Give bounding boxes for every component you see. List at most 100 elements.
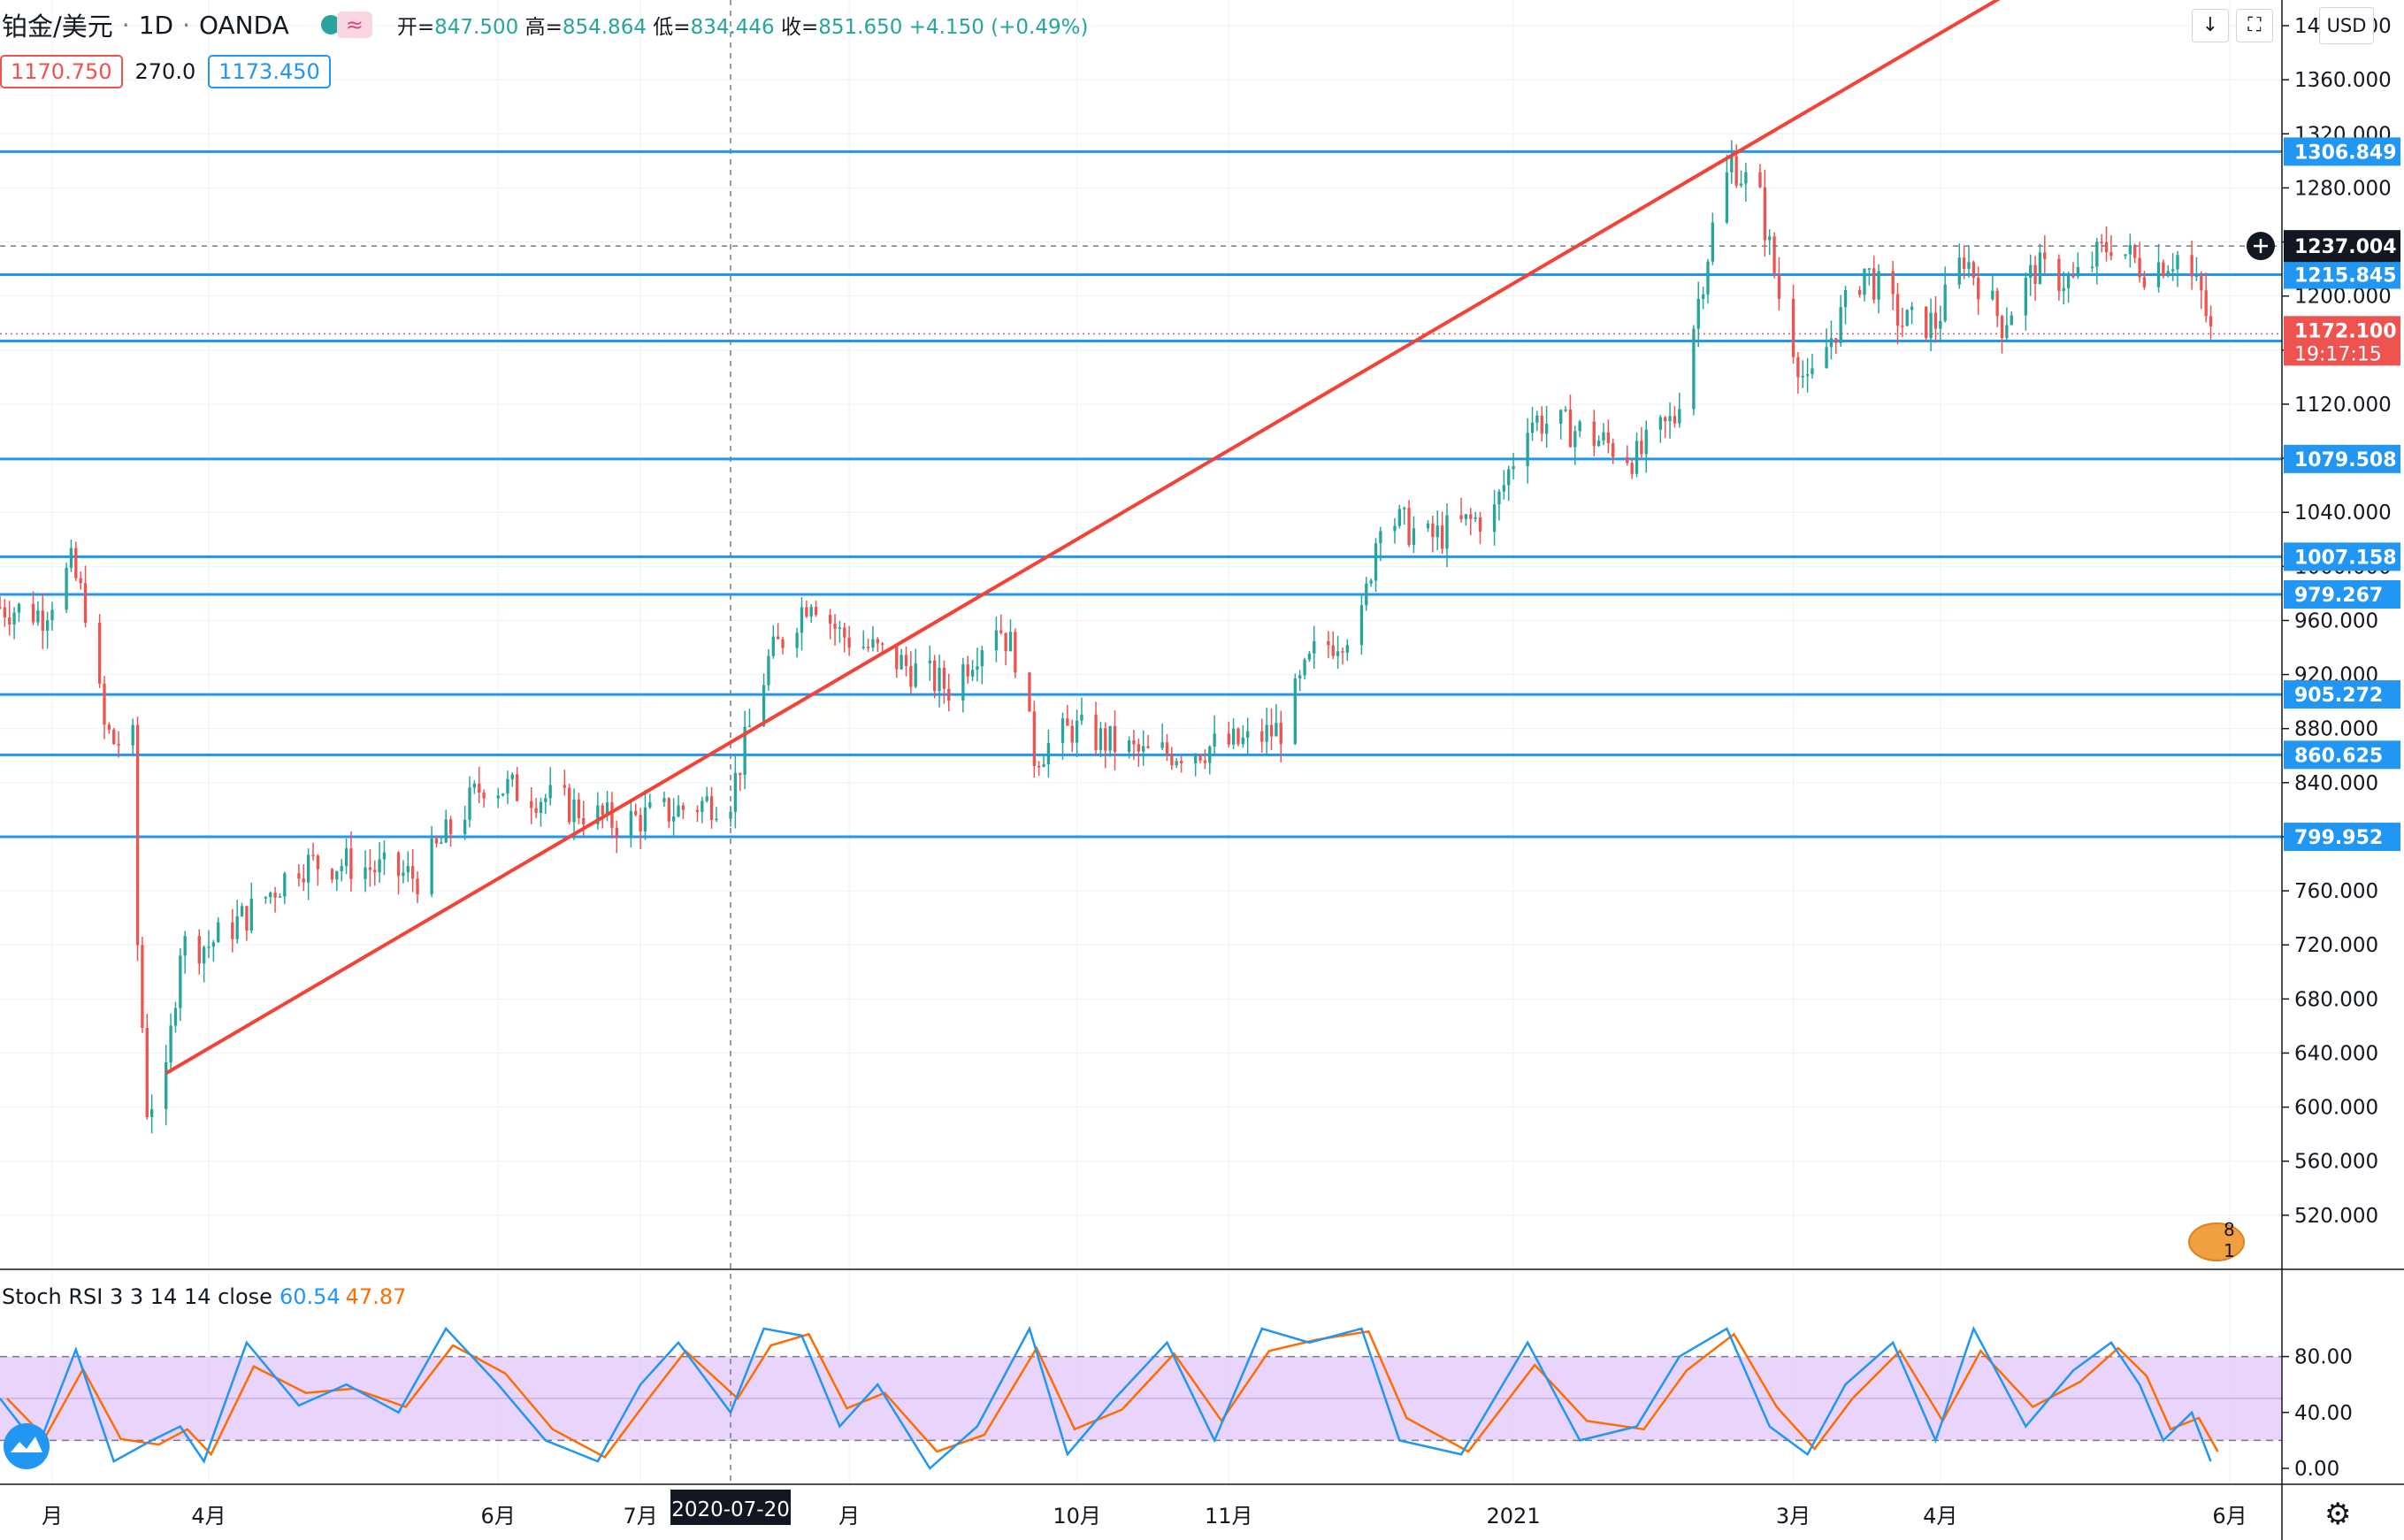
candle-body <box>1602 432 1605 441</box>
candle-body <box>1933 312 1938 329</box>
candle-body <box>900 655 903 670</box>
stoch-rsi-legend[interactable]: Stoch RSI 3 3 14 14 close 60.54 47.87 <box>2 1284 406 1309</box>
candle-body <box>1730 156 1734 172</box>
axis-labels: 1400.0001360.0001320.0001280.0001240.000… <box>4 15 2400 1529</box>
candle-body <box>2204 290 2208 317</box>
symbol-name[interactable]: 铂金/美元 <box>2 11 113 42</box>
buy-button[interactable]: 1173.450 <box>208 55 331 88</box>
candle-body <box>1032 711 1036 766</box>
trendline[interactable] <box>165 0 2230 1076</box>
candle-body <box>472 783 477 788</box>
candle-body <box>1374 543 1378 581</box>
candle-body <box>31 603 35 623</box>
candle-body <box>202 946 206 964</box>
candle-body <box>667 798 670 822</box>
candle-body <box>1042 764 1045 767</box>
candle-body <box>976 666 979 670</box>
candle-body <box>2076 266 2080 277</box>
candle-body <box>1160 742 1164 748</box>
candle-body <box>1269 724 1274 737</box>
candle-body <box>1331 645 1335 656</box>
arrow-down-icon[interactable]: ↓ <box>2192 9 2229 42</box>
time-tick-label: 4月 <box>1923 1504 1957 1529</box>
candle-body <box>866 647 870 648</box>
candle-body <box>881 643 884 645</box>
candle-body <box>478 783 481 793</box>
candle-body <box>1971 262 1976 278</box>
candle-body <box>173 1008 178 1026</box>
currency-button[interactable]: USD <box>2319 7 2374 44</box>
candle-body <box>1075 720 1079 743</box>
last-price-tag-bg <box>2284 316 2400 366</box>
candle-body <box>1037 765 1041 768</box>
grid-lines <box>0 0 2282 1484</box>
candle-body <box>999 630 1003 633</box>
candle-body <box>74 548 78 578</box>
hline-price-tag: 1007.158 <box>2294 547 2397 569</box>
settings-gear-icon[interactable]: ⚙ <box>2324 1497 2352 1532</box>
price-tick-label: 1040.000 <box>2294 502 2392 525</box>
candle-body <box>1630 463 1634 474</box>
candle-body <box>904 655 908 666</box>
candle-body <box>382 852 387 860</box>
candle-body <box>1440 525 1444 549</box>
candle-body <box>947 688 951 701</box>
candle-body <box>1313 640 1316 654</box>
last-price-tag: 1172.100 <box>2294 320 2397 342</box>
candle-body <box>1857 289 1862 295</box>
time-tick-label: 6月 <box>481 1504 516 1529</box>
candle-body <box>1293 678 1297 745</box>
candle-body <box>843 627 846 638</box>
candle-body <box>2104 241 2109 253</box>
candle-body <box>2033 264 2037 285</box>
price-tick-label: 960.000 <box>2294 609 2378 632</box>
candle-body <box>729 811 732 819</box>
candle-body <box>610 802 614 828</box>
hline-price-tag-bg <box>2284 444 2400 473</box>
candle-body <box>895 644 899 670</box>
sell-button[interactable]: 1170.750 <box>0 55 123 88</box>
hline-price-tag-bg <box>2284 260 2400 289</box>
crosshair-price-tag-bg <box>2284 230 2400 263</box>
horizontal-lines[interactable] <box>0 149 2282 839</box>
candle-body <box>777 636 780 640</box>
candle-body <box>648 801 652 808</box>
candle-body <box>1834 338 1838 343</box>
fullscreen-icon[interactable]: ⛶ <box>2236 9 2273 42</box>
candle-body <box>1564 410 1567 411</box>
candle-body <box>1431 523 1435 538</box>
candle-body <box>1066 718 1069 726</box>
candle-body <box>149 1108 154 1117</box>
candle-body <box>809 607 813 617</box>
candle-body <box>1711 222 1715 262</box>
time-axis-bg <box>0 1484 2404 1540</box>
candle-body <box>1777 273 1781 299</box>
candle-body <box>928 660 931 663</box>
candle-body <box>1194 755 1198 763</box>
hline-price-tag-bg <box>2284 823 2400 852</box>
status-pill[interactable]: ≈ <box>318 10 372 40</box>
interval[interactable]: 1D <box>138 10 174 40</box>
candle-body <box>1725 172 1729 223</box>
candle-body <box>1469 514 1473 519</box>
candle-body <box>1327 640 1330 646</box>
candle-body <box>1872 268 1876 300</box>
candle-body <box>677 805 680 817</box>
candle-body <box>833 624 837 629</box>
candle-body <box>781 639 785 648</box>
candle-body <box>1303 659 1306 676</box>
candle-body <box>2024 277 2028 316</box>
candle-body <box>169 1025 172 1063</box>
price-tick-label: 1120.000 <box>2294 394 2392 417</box>
hline-price-tag-bg <box>2284 580 2400 609</box>
candle-body <box>145 1028 149 1117</box>
candle-body <box>1179 761 1183 763</box>
economic-events-icon[interactable]: 8 1 <box>2188 1219 2248 1261</box>
ohlc-values: 开=847.500 高=854.864 低=834.446 收=851.650 … <box>396 16 1089 39</box>
candle-body <box>705 796 708 801</box>
candle-body <box>1891 271 1895 295</box>
chart-header: 铂金/美元 · 1D · OANDA ≈ 开=847.500 高=854.864… <box>0 5 1088 44</box>
candle-body <box>1060 718 1065 744</box>
candle-body <box>1459 515 1463 519</box>
